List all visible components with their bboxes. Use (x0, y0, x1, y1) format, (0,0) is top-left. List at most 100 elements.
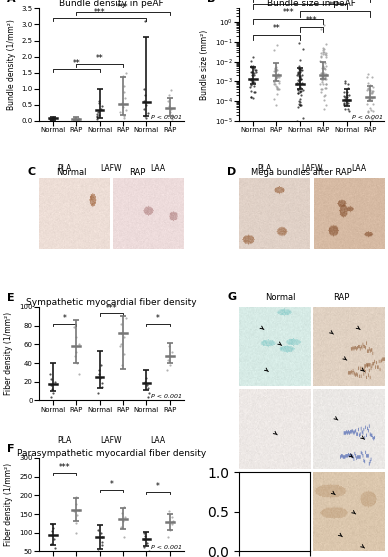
Point (249, 67, 255, 76)
Point (295, 76, 301, 85)
Point (96, 370, 102, 379)
Point (341, 101, 347, 110)
Point (295, 88, 301, 97)
Point (49, 520, 55, 529)
Point (295, 85, 301, 94)
Point (272, 74, 279, 83)
Point (118, 319, 124, 328)
Point (141, 96, 147, 105)
Point (72, 351, 78, 360)
Text: *: * (62, 314, 66, 323)
Point (98, 360, 104, 369)
Point (321, 105, 327, 114)
Point (320, 62, 326, 71)
Point (297, 80, 303, 89)
Point (296, 75, 303, 84)
Point (95, 111, 102, 120)
Y-axis label: Bundle size (mm²): Bundle size (mm²) (200, 30, 209, 100)
Point (142, 100, 149, 109)
Point (319, 46, 326, 55)
Point (369, 72, 375, 81)
Point (294, 71, 300, 80)
Y-axis label: Fiber density (1/mm²): Fiber density (1/mm²) (5, 312, 14, 395)
Point (248, 62, 255, 71)
Point (165, 356, 171, 365)
Point (141, 535, 147, 544)
Point (120, 517, 126, 526)
Point (345, 96, 351, 105)
Point (48, 381, 55, 390)
Point (294, 80, 300, 89)
Point (298, 66, 304, 75)
Point (274, 72, 280, 81)
Point (50, 114, 56, 123)
Point (248, 92, 254, 101)
Point (99, 541, 106, 550)
Point (120, 103, 126, 112)
Point (365, 95, 371, 104)
Point (368, 89, 374, 98)
Point (342, 76, 348, 85)
Point (272, 62, 279, 71)
Point (73, 529, 79, 538)
Text: P < 0.001: P < 0.001 (352, 115, 383, 120)
Point (118, 340, 124, 349)
Point (73, 333, 79, 341)
Point (50, 524, 57, 532)
Point (274, 66, 281, 75)
Y-axis label: Bundle density (1/mm²): Bundle density (1/mm²) (7, 19, 16, 110)
Point (322, 72, 328, 81)
Point (166, 351, 172, 360)
Point (345, 80, 352, 89)
Point (367, 104, 374, 113)
Point (75, 115, 81, 124)
Point (121, 87, 127, 96)
Text: F: F (7, 444, 14, 454)
Text: LAFW: LAFW (100, 436, 122, 445)
Point (145, 392, 151, 401)
Point (47, 370, 53, 379)
Point (275, 77, 282, 86)
Point (369, 89, 375, 98)
Point (318, 52, 324, 61)
Point (272, 79, 278, 88)
Point (367, 80, 373, 89)
Point (345, 106, 352, 115)
Point (251, 63, 257, 72)
Point (342, 105, 348, 114)
Point (251, 68, 257, 77)
Point (166, 506, 172, 515)
Point (364, 85, 370, 94)
Text: *: * (109, 480, 113, 489)
Point (121, 532, 127, 541)
Point (48, 374, 54, 383)
Point (166, 342, 172, 351)
Point (142, 91, 149, 100)
Point (322, 59, 329, 68)
Point (165, 96, 171, 105)
Point (321, 48, 327, 57)
Point (99, 101, 105, 110)
Text: PLA: PLA (57, 164, 72, 173)
Text: LAFW: LAFW (100, 164, 122, 173)
Point (48, 392, 54, 401)
Point (48, 115, 54, 124)
Title: Sympathetic myocardial fiber density: Sympathetic myocardial fiber density (26, 298, 197, 307)
Point (146, 546, 152, 555)
Point (367, 85, 374, 94)
Point (123, 314, 129, 323)
Point (297, 87, 303, 96)
Point (142, 374, 149, 383)
Point (319, 84, 326, 93)
Point (298, 91, 304, 100)
Point (250, 52, 256, 61)
Point (170, 516, 176, 525)
Point (320, 69, 327, 77)
Point (298, 87, 304, 96)
Point (370, 87, 376, 96)
Point (273, 101, 279, 110)
Point (272, 66, 278, 75)
Point (49, 385, 55, 394)
Point (319, 78, 325, 87)
Point (95, 525, 101, 534)
